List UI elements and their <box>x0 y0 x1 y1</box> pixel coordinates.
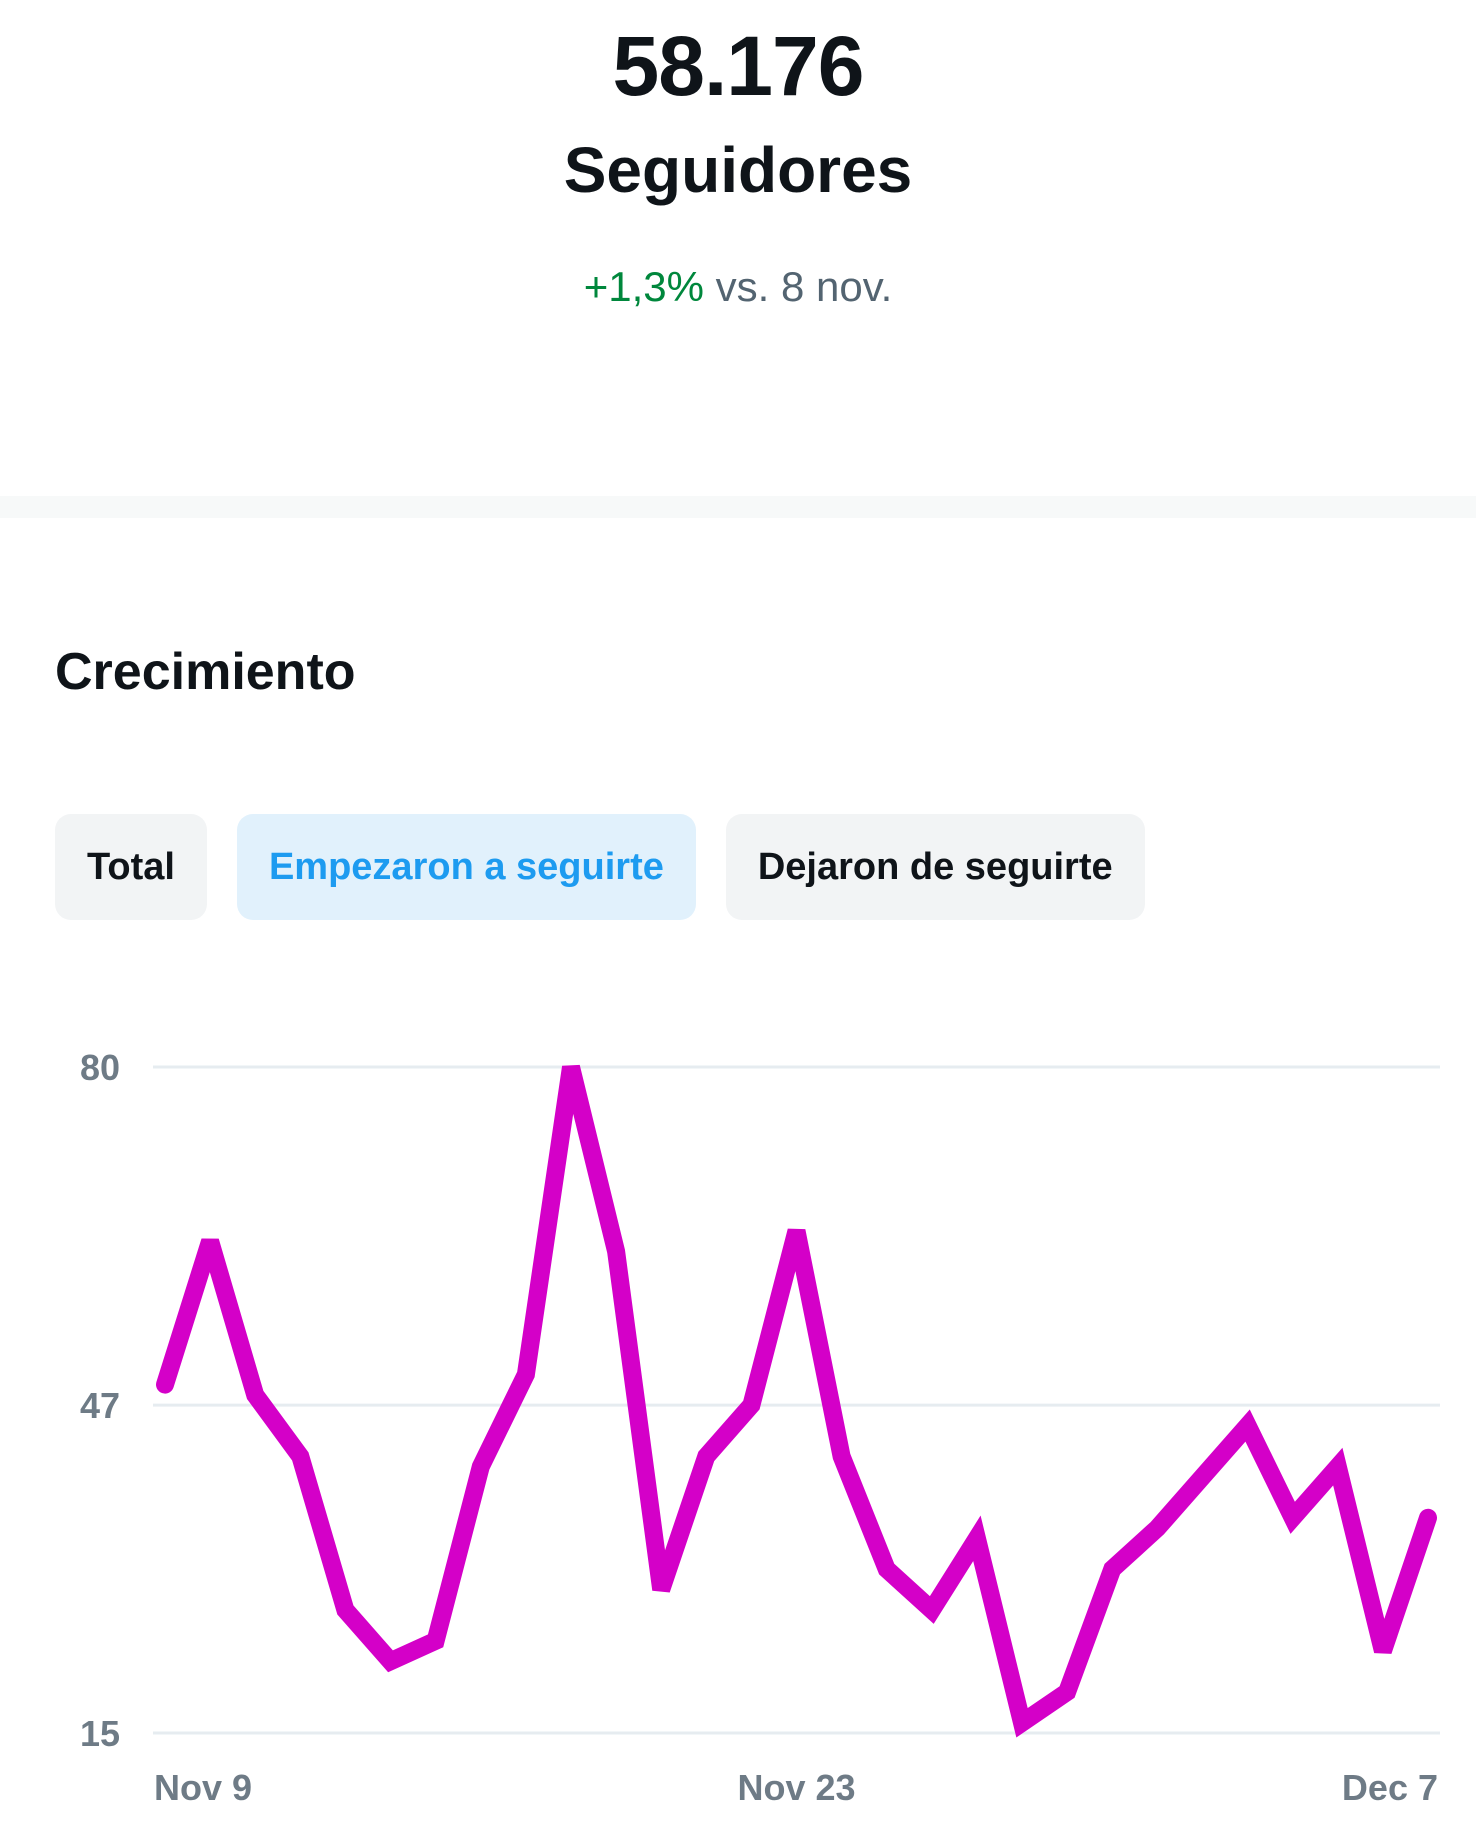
tab-new-followers[interactable]: Empezaron a seguirte <box>236 814 696 920</box>
section-divider <box>0 496 1476 518</box>
tab-unfollowers-label: Dejaron de seguirte <box>757 845 1113 888</box>
chart-y-axis: 15 47 80 <box>80 1047 120 1754</box>
x-tick-label: Dec 7 <box>1342 1767 1438 1808</box>
y-tick-label: 15 <box>80 1713 120 1754</box>
followers-summary: 58.176 Seguidores +1,3% vs. 8 nov. <box>0 0 1476 495</box>
tab-unfollowers[interactable]: Dejaron de seguirte <box>725 814 1145 920</box>
growth-chart: 15 47 80 Nov 9 Nov 23 Dec 7 <box>80 1047 1440 1808</box>
change-line: +1,3% vs. 8 nov. <box>0 262 1476 312</box>
tab-total-label: Total <box>87 845 175 888</box>
section-title: Crecimiento <box>55 643 356 701</box>
chart-x-axis: Nov 9 Nov 23 Dec 7 <box>154 1767 1438 1808</box>
tab-total[interactable]: Total <box>55 814 207 920</box>
series-line <box>156 1064 1437 1738</box>
change-comparison: vs. 8 nov. <box>715 263 893 310</box>
change-percent: +1,3% <box>583 263 704 310</box>
x-tick-label: Nov 9 <box>154 1767 252 1808</box>
y-tick-label: 80 <box>80 1047 120 1088</box>
growth-tabs: Total Empezaron a seguirte Dejaron de se… <box>55 814 1145 920</box>
followers-label: Seguidores <box>563 134 913 206</box>
chart-series <box>156 1064 1437 1738</box>
followers-count: 58.176 <box>612 19 865 113</box>
tab-new-followers-label: Empezaron a seguirte <box>268 845 664 888</box>
chart-grid <box>153 1065 1440 1735</box>
y-tick-label: 47 <box>80 1385 120 1426</box>
x-tick-label: Nov 23 <box>737 1767 855 1808</box>
